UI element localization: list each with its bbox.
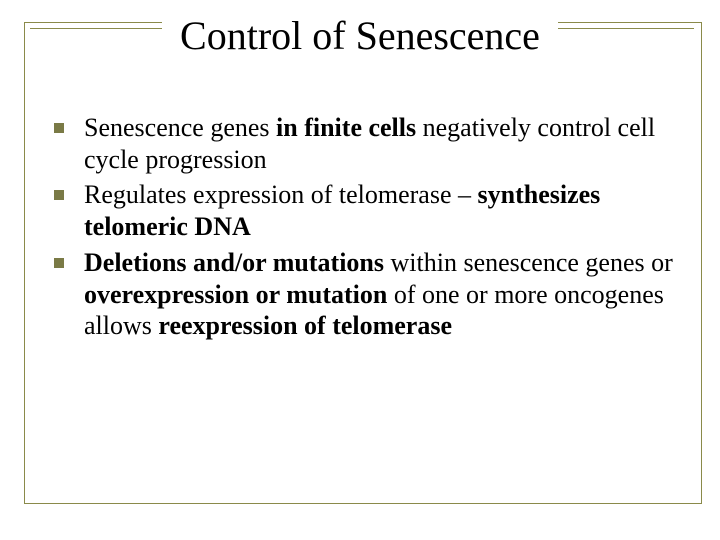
list-item: Regulates expression of telomerase – syn… (48, 179, 680, 242)
text-segment: in finite cells (276, 113, 423, 142)
text-segment: overexpression or mutation (84, 280, 394, 309)
text-segment: Senescence genes (84, 113, 276, 142)
slide-title: Control of Senescence (162, 12, 558, 59)
text-segment: Deletions and/or mutations (84, 248, 391, 277)
text-segment: within senescence genes or (391, 248, 673, 277)
slide: Control of Senescence Senescence genes i… (0, 0, 720, 540)
title-wrap: Control of Senescence (0, 12, 720, 59)
list-item: Deletions and/or mutations within senesc… (48, 247, 680, 342)
list-item: Senescence genes in finite cells negativ… (48, 112, 680, 175)
text-segment: Regulates expression of telomerase – (84, 180, 478, 209)
text-segment: reexpression of telomerase (158, 311, 452, 340)
bullet-list: Senescence genes in finite cells negativ… (48, 112, 680, 342)
slide-content: Senescence genes in finite cells negativ… (48, 112, 680, 346)
